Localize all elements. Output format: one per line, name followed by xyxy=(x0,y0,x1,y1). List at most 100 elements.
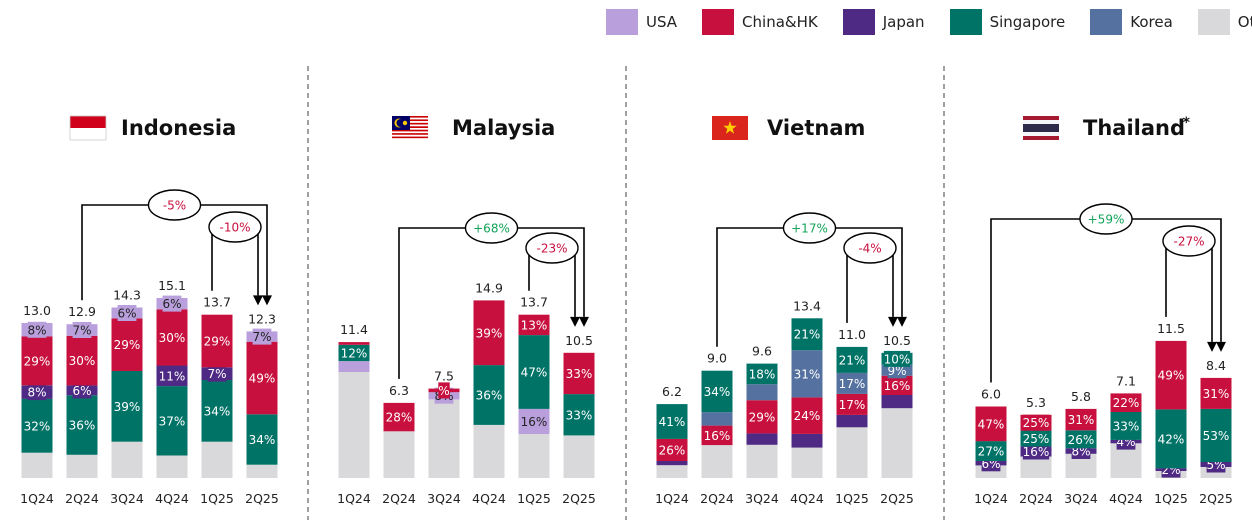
data-label: 26% xyxy=(659,444,686,458)
data-label-box xyxy=(23,352,51,369)
data-label-box xyxy=(520,413,548,430)
bar-segment xyxy=(746,444,778,478)
data-label-box xyxy=(117,305,137,321)
data-label: 18% xyxy=(749,367,776,381)
total-label: 5.8 xyxy=(1071,389,1091,404)
x-tick-label: 2Q25 xyxy=(562,491,596,506)
legend-swatch xyxy=(702,9,735,35)
data-label-box xyxy=(72,322,92,338)
data-label-box xyxy=(838,351,866,368)
bar-segment xyxy=(338,361,370,372)
total-label: 11.4 xyxy=(340,322,368,337)
total-label: 13.0 xyxy=(23,303,51,318)
data-label: 36% xyxy=(69,419,96,433)
change-badge xyxy=(782,212,837,244)
change-badge-label: +59% xyxy=(1088,213,1125,227)
total-label: 14.3 xyxy=(113,288,141,303)
arrow-head xyxy=(262,295,272,306)
data-label: 11% xyxy=(159,369,186,383)
data-label-box xyxy=(977,443,1005,460)
data-label: 7% xyxy=(72,324,91,338)
total-label: 12.3 xyxy=(248,311,276,326)
data-label: 47% xyxy=(521,366,548,380)
data-label: 12% xyxy=(341,347,368,361)
bar-segment xyxy=(791,433,823,448)
data-label-box xyxy=(748,408,776,425)
data-label: 42% xyxy=(1158,432,1185,446)
arrow-head xyxy=(1216,341,1226,352)
data-label: % xyxy=(438,384,449,398)
data-label-box xyxy=(340,345,368,361)
legend-label: USA xyxy=(646,13,678,31)
change-badge-label: -4% xyxy=(858,242,881,256)
data-label: 21% xyxy=(839,353,866,367)
x-tick-label: 3Q24 xyxy=(110,491,144,506)
change-badge-label: +17% xyxy=(791,222,828,236)
data-label: 8% xyxy=(27,323,46,337)
legend-item-japan: Japan xyxy=(842,9,925,35)
bar-segment xyxy=(156,455,188,478)
bar-segment xyxy=(701,445,733,478)
data-label-box xyxy=(1157,430,1185,447)
legend-swatch xyxy=(1090,9,1123,35)
total-label: 13.4 xyxy=(793,298,821,313)
data-label-box xyxy=(565,406,593,423)
data-label-box xyxy=(203,402,231,419)
data-label: 16% xyxy=(1023,445,1050,459)
data-label: 31% xyxy=(1068,413,1095,427)
data-label: 8% xyxy=(27,386,46,400)
data-label-box xyxy=(793,365,821,382)
data-label: 10% xyxy=(884,352,911,366)
data-label: 53% xyxy=(1203,429,1230,443)
x-tick-label: 2Q24 xyxy=(65,491,99,506)
malaysia-flag-icon xyxy=(392,116,428,140)
change-badge xyxy=(525,232,579,264)
total-label: 14.9 xyxy=(475,280,503,295)
legend-swatch xyxy=(842,9,875,35)
arrow-head xyxy=(579,316,589,327)
total-label: 15.1 xyxy=(158,278,186,293)
data-label-box xyxy=(1067,411,1095,428)
data-label-box xyxy=(158,367,186,384)
change-badge xyxy=(464,212,519,244)
total-label: 9.6 xyxy=(752,344,772,359)
data-label: 6% xyxy=(72,384,91,398)
data-label-box xyxy=(113,398,141,415)
data-label: 37% xyxy=(159,414,186,428)
x-tick-label: 1Q24 xyxy=(655,491,689,506)
x-tick-label: 2Q24 xyxy=(382,491,416,506)
data-label-box xyxy=(703,427,731,444)
bar-segment xyxy=(746,433,778,445)
arrow-head xyxy=(897,316,907,327)
x-tick-label: 4Q24 xyxy=(155,491,189,506)
data-label: 24% xyxy=(794,409,821,423)
thailand-flag-icon xyxy=(1023,116,1059,140)
data-label-box xyxy=(793,326,821,343)
data-label-box xyxy=(1112,394,1140,411)
x-tick-label: 1Q24 xyxy=(20,491,54,506)
bar-segment xyxy=(111,441,143,478)
data-label-box xyxy=(883,350,911,367)
bar-segment xyxy=(881,395,913,409)
x-tick-label: 2Q24 xyxy=(700,491,734,506)
indonesia-flag-icon xyxy=(69,115,107,141)
bar-segment xyxy=(21,452,53,478)
data-label: 27% xyxy=(978,445,1005,459)
data-label: 30% xyxy=(159,331,186,345)
bar-segment xyxy=(791,447,823,478)
legend-item-usa: USA xyxy=(606,9,677,35)
x-tick-label: 1Q25 xyxy=(835,491,869,506)
data-label-box xyxy=(72,382,92,399)
data-label-box xyxy=(475,387,503,403)
data-label-box xyxy=(475,324,503,341)
data-label-box xyxy=(793,407,821,424)
data-label-box xyxy=(438,382,450,399)
data-label: 39% xyxy=(476,326,503,340)
data-label-box xyxy=(883,377,911,394)
data-label: 31% xyxy=(1203,387,1230,401)
change-badge-label: -5% xyxy=(163,199,186,213)
data-label: 21% xyxy=(794,328,821,342)
bar-segment xyxy=(746,384,778,401)
data-label-box xyxy=(1202,385,1230,402)
data-label-box xyxy=(520,316,548,333)
